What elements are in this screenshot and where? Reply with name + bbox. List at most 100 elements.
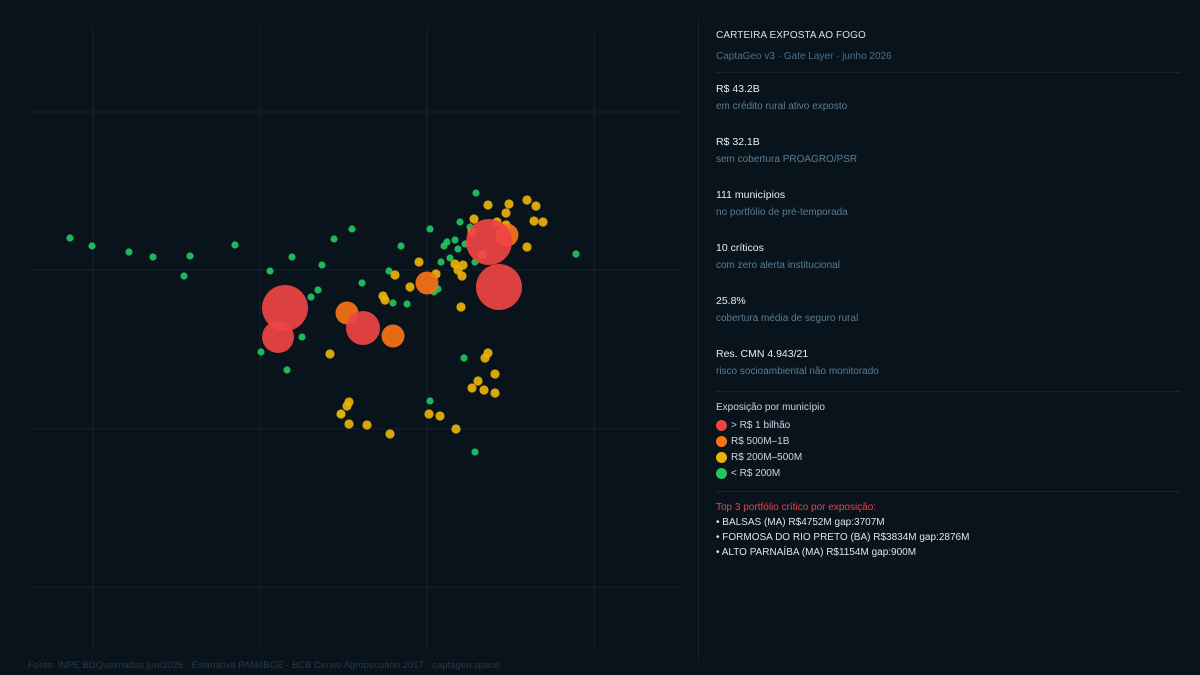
stat-value: 111 municípios: [716, 189, 786, 201]
municipality-point[interactable]: [88, 242, 96, 250]
exposure-map: [28, 28, 680, 648]
municipality-point[interactable]: [443, 238, 451, 246]
municipality-point[interactable]: [424, 409, 434, 419]
divider: [716, 391, 1180, 392]
municipality-point[interactable]: [473, 376, 483, 386]
municipality-point[interactable]: [483, 200, 493, 210]
municipality-point[interactable]: [358, 279, 366, 287]
municipality-point[interactable]: [231, 241, 239, 249]
series-ef4444: [262, 219, 522, 353]
municipality-point[interactable]: [522, 242, 532, 252]
stat-value: Res. CMN 4.943/21: [716, 348, 809, 360]
stat-value: 10 críticos: [716, 242, 764, 254]
municipality-point[interactable]: [380, 295, 390, 305]
municipality-point[interactable]: [362, 420, 372, 430]
municipality-point[interactable]: [262, 321, 294, 353]
municipality-point[interactable]: [125, 248, 133, 256]
municipality-point[interactable]: [405, 282, 415, 292]
municipality-point[interactable]: [257, 348, 265, 356]
legend-swatch-circle-icon: [716, 467, 727, 479]
stat-insurance: 25.8% cobertura média de seguro rural: [716, 295, 1180, 324]
stat-value: R$ 32.1B: [716, 136, 760, 148]
municipality-point[interactable]: [346, 311, 380, 345]
panel-subtitle: CaptaGeo v3 · Gate Layer · junho 2026: [716, 51, 892, 62]
panel-divider: [698, 20, 699, 660]
stat-label: em crédito rural ativo exposto: [716, 101, 848, 112]
municipality-point[interactable]: [397, 242, 405, 250]
municipality-point[interactable]: [180, 272, 188, 280]
municipality-point[interactable]: [283, 366, 291, 374]
municipality-point[interactable]: [348, 225, 356, 233]
legend-item-green: < R$ 200M: [716, 465, 1180, 481]
municipality-point[interactable]: [298, 333, 306, 341]
top-critical-item: • FORMOSA DO RIO PRETO (BA) R$3834M gap:…: [716, 532, 970, 543]
legend-label: > R$ 1 bilhão: [731, 419, 791, 431]
municipality-point[interactable]: [501, 208, 511, 218]
municipality-point[interactable]: [472, 189, 480, 197]
municipality-point[interactable]: [186, 252, 194, 260]
municipality-point[interactable]: [538, 217, 548, 227]
municipality-point[interactable]: [330, 235, 338, 243]
municipality-point[interactable]: [529, 216, 539, 226]
municipality-point[interactable]: [314, 286, 322, 294]
top-critical-item: • ALTO PARNAÍBA (MA) R$1154M gap:900M: [716, 547, 917, 558]
info-panel: CARTEIRA EXPOSTA AO FOGO CaptaGeo v3 · G…: [716, 30, 1180, 562]
series-eab308: [325, 195, 548, 439]
municipality-point[interactable]: [454, 245, 462, 253]
municipality-point[interactable]: [385, 267, 393, 275]
municipality-point[interactable]: [490, 369, 500, 379]
municipality-point[interactable]: [426, 225, 434, 233]
municipality-point[interactable]: [446, 254, 454, 262]
municipality-point[interactable]: [403, 300, 411, 308]
municipality-point[interactable]: [342, 401, 352, 411]
municipality-point[interactable]: [531, 201, 541, 211]
municipality-point[interactable]: [476, 264, 522, 310]
stat-resolution: Res. CMN 4.943/21 risco socioambiental n…: [716, 348, 1180, 377]
municipality-point[interactable]: [522, 195, 532, 205]
municipality-point[interactable]: [336, 409, 346, 419]
municipality-point[interactable]: [149, 253, 157, 261]
municipality-point[interactable]: [480, 353, 490, 363]
stat-value: 25.8%: [716, 295, 746, 307]
municipality-point[interactable]: [344, 419, 354, 429]
legend-item-red: > R$ 1 bilhão: [716, 417, 1180, 433]
municipality-point[interactable]: [325, 349, 335, 359]
municipality-point[interactable]: [262, 285, 308, 331]
municipality-point[interactable]: [318, 261, 326, 269]
municipality-point[interactable]: [504, 199, 514, 209]
municipality-point[interactable]: [469, 214, 479, 224]
source-note: Fonte: INPE BDQueimadas jun/2026 · Estim…: [28, 660, 500, 671]
municipality-point[interactable]: [453, 265, 463, 275]
municipality-point[interactable]: [451, 236, 459, 244]
stat-municipalities: 111 municípios no portfólio de pré-tempo…: [716, 189, 1180, 218]
municipality-point[interactable]: [451, 424, 461, 434]
divider: [716, 491, 1180, 492]
municipality-point[interactable]: [490, 388, 500, 398]
municipality-point[interactable]: [307, 293, 315, 301]
municipality-point[interactable]: [385, 429, 395, 439]
municipality-point[interactable]: [460, 354, 468, 362]
municipality-point[interactable]: [415, 271, 439, 295]
municipality-point[interactable]: [389, 299, 397, 307]
municipality-point[interactable]: [435, 411, 445, 421]
municipality-point[interactable]: [426, 397, 434, 405]
municipality-point[interactable]: [414, 257, 424, 267]
municipality-point[interactable]: [390, 270, 400, 280]
municipality-point[interactable]: [466, 219, 512, 265]
municipality-point[interactable]: [381, 324, 405, 348]
map-grid: [28, 28, 680, 648]
municipality-point[interactable]: [467, 383, 477, 393]
top-critical-title: Top 3 portfólio crítico por exposição:: [716, 502, 877, 513]
legend-swatch-circle-icon: [716, 419, 727, 431]
municipality-point[interactable]: [437, 258, 445, 266]
divider: [716, 72, 1180, 73]
panel-title: CARTEIRA EXPOSTA AO FOGO: [716, 30, 866, 41]
municipality-point[interactable]: [479, 385, 489, 395]
municipality-point[interactable]: [266, 267, 274, 275]
municipality-point[interactable]: [456, 218, 464, 226]
municipality-point[interactable]: [471, 448, 479, 456]
municipality-point[interactable]: [66, 234, 74, 242]
municipality-point[interactable]: [572, 250, 580, 258]
municipality-point[interactable]: [288, 253, 296, 261]
municipality-point[interactable]: [456, 302, 466, 312]
